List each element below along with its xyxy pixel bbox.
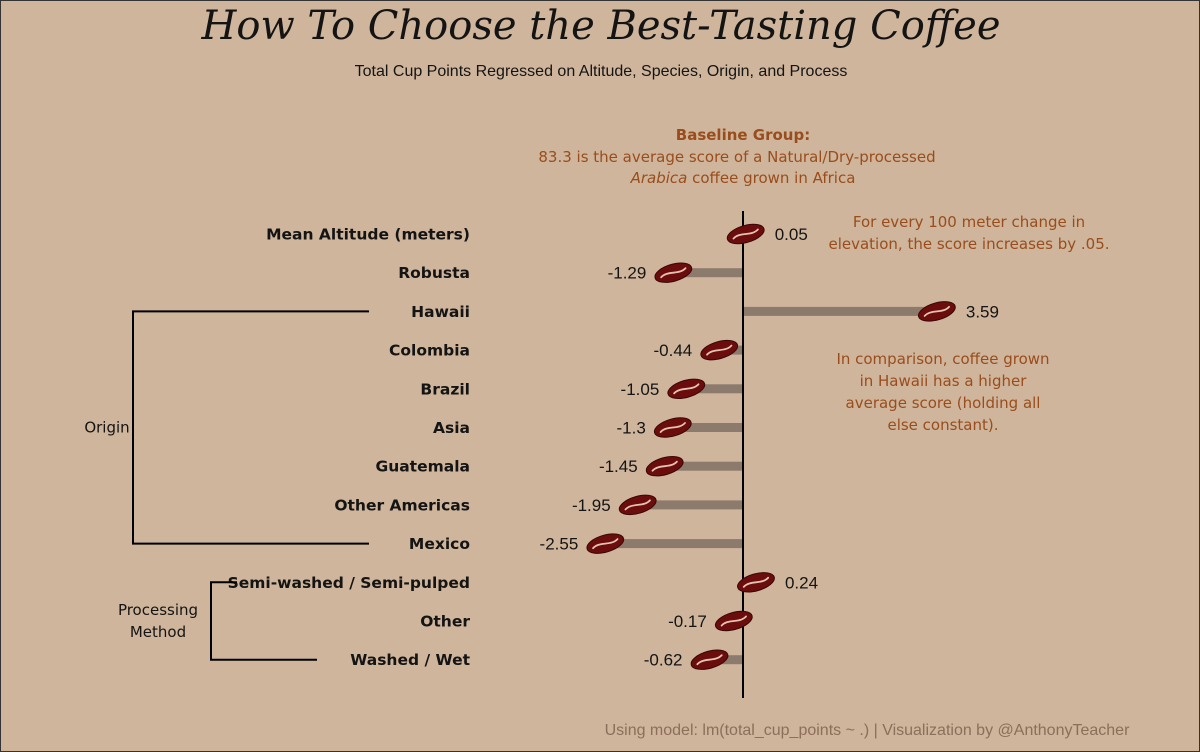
hawaii-note-line-2: in Hawaii has a higher <box>860 372 1028 390</box>
bean-marker-mean-altitude-meters <box>726 223 765 245</box>
category-label-mexico: Mexico <box>409 535 470 553</box>
altitude-note-line-1: For every 100 meter change in <box>853 213 1085 231</box>
value-label-asia: -1.3 <box>617 419 646 438</box>
bar-other-americas <box>637 500 743 510</box>
bean-crease-hawaii <box>923 305 950 317</box>
value-label-washed-wet: -0.62 <box>644 651 683 670</box>
category-label-other-americas: Other Americas <box>334 496 470 514</box>
bean-marker-mexico <box>586 533 625 554</box>
category-label-hawaii: Hawaii <box>411 303 470 321</box>
beans-layer <box>586 223 956 670</box>
baseline-arabica: Arabica <box>630 169 688 187</box>
hawaii-note-line-4: else constant). <box>887 416 998 434</box>
bar-asia <box>672 423 743 432</box>
category-label-mean-altitude-meters: Mean Altitude (meters) <box>266 226 470 244</box>
category-label-washed-wet: Washed / Wet <box>350 651 470 669</box>
processing-group-label-line-2: Method <box>130 623 186 641</box>
origin-bracket <box>132 310 369 545</box>
bean-crease-other <box>720 615 747 627</box>
bean-crease-semi-washed-semi-pulped <box>742 576 770 588</box>
category-label-other: Other <box>420 613 470 631</box>
chart-title: How To Choose the Best-Tasting Coffee <box>201 3 1001 49</box>
baseline-title: Baseline Group: <box>676 126 810 144</box>
bean-marker-brazil <box>667 378 706 400</box>
value-labels: 0.05 -1.29 3.59 -0.44 -1.05 -1.3 -1.45 -1.95 -2.… <box>540 225 999 670</box>
processing-group-label-line-1: Processing <box>118 601 198 619</box>
value-label-hawaii: 3.59 <box>966 302 999 321</box>
value-label-semi-washed-semi-pulped: 0.24 <box>785 573 818 592</box>
bean-crease-brazil <box>673 383 700 395</box>
chart-subtitle: Total Cup Points Regressed on Altitude, … <box>355 63 848 80</box>
bean-marker-washed-wet <box>690 649 729 670</box>
bean-marker-guatemala <box>645 455 684 477</box>
category-labels: Mean Altitude (meters) Robusta Hawaii Colom… <box>228 226 471 670</box>
bean-crease-mean-altitude-meters <box>732 228 759 240</box>
category-label-colombia: Colombia <box>389 342 470 360</box>
category-label-guatemala: Guatemala <box>375 458 470 476</box>
value-label-colombia: -0.44 <box>653 341 692 360</box>
bean-crease-other-americas <box>624 499 651 511</box>
value-label-mean-altitude-meters: 0.05 <box>775 225 808 244</box>
origin-group-label: Origin <box>84 419 129 437</box>
bar-brazil <box>686 384 743 394</box>
hawaii-note-line-1: In comparison, coffee grown <box>836 350 1049 368</box>
hawaii-note-line-3: average score (holding all <box>846 394 1041 412</box>
category-label-semi-washed-semi-pulped: Semi-washed / Semi-pulped <box>228 574 470 592</box>
value-label-mexico: -2.55 <box>540 535 579 554</box>
value-label-brazil: -1.05 <box>621 380 660 399</box>
bean-crease-asia <box>659 422 686 433</box>
bean-crease-washed-wet <box>696 654 723 666</box>
footer-credit: Using model: lm(total_cup_points ~ .) | … <box>605 722 1130 739</box>
baseline-rest: coffee grown in Africa <box>687 169 855 187</box>
bean-marker-robusta <box>654 262 693 283</box>
bar-mexico <box>605 539 743 549</box>
value-label-robusta: -1.29 <box>608 264 647 283</box>
bean-crease-colombia <box>706 344 733 356</box>
value-label-guatemala: -1.45 <box>599 457 638 476</box>
bean-marker-asia <box>653 417 692 438</box>
category-label-robusta: Robusta <box>398 264 470 282</box>
bean-marker-colombia <box>700 339 739 361</box>
baseline-line-2: Arabica coffee grown in Africa <box>630 169 856 187</box>
bar-robusta <box>673 268 743 278</box>
baseline-line-1: 83.3 is the average score of a Natural/D… <box>538 148 935 166</box>
bean-marker-semi-washed-semi-pulped <box>737 572 775 593</box>
bean-crease-guatemala <box>651 460 678 472</box>
bean-crease-mexico <box>592 538 619 550</box>
processing-bracket <box>210 581 317 661</box>
altitude-note-line-2: elevation, the score increases by .05. <box>828 235 1109 253</box>
bean-crease-robusta <box>660 267 687 279</box>
bean-marker-hawaii <box>917 301 956 322</box>
value-label-other-americas: -1.95 <box>572 496 611 515</box>
bars-layer <box>605 229 937 665</box>
bar-guatemala <box>664 461 743 471</box>
value-label-other: -0.17 <box>668 612 707 631</box>
category-label-asia: Asia <box>433 419 470 437</box>
bar-hawaii <box>743 306 937 316</box>
bean-marker-other-americas <box>618 494 657 516</box>
bean-marker-other <box>714 610 753 632</box>
category-label-brazil: Brazil <box>420 380 470 398</box>
